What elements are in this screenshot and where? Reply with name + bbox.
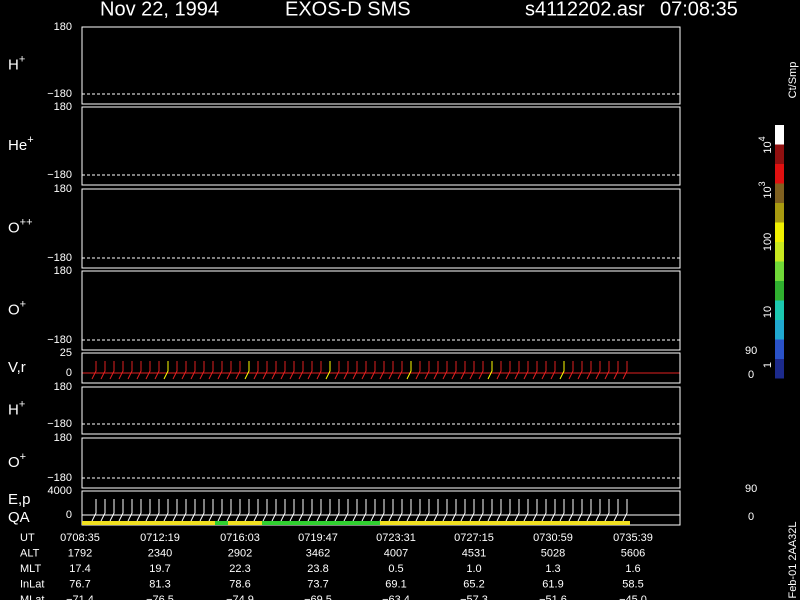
time: 07:08:35 <box>660 0 738 20</box>
file: s4112202.asr <box>525 0 645 20</box>
date: Nov 22, 1994 <box>100 0 219 20</box>
colorbar-unit: Ct/Smp <box>787 62 799 99</box>
instrument: EXOS-D SMS <box>285 0 411 20</box>
side-note: Feb-01 2AA32L <box>787 521 799 598</box>
